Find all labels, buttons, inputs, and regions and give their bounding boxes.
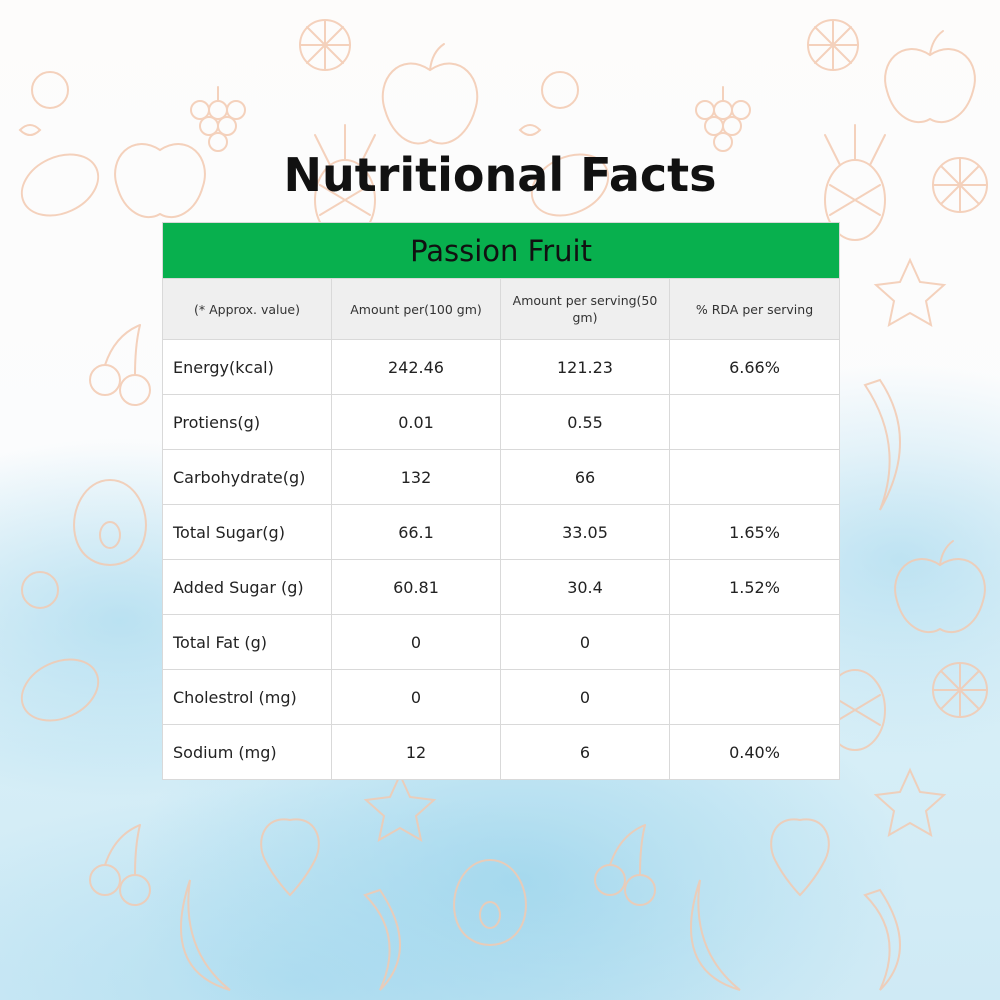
watermelon-doodle-icon: [180, 879, 231, 991]
nutrient-name-cell: Total Sugar(g): [163, 504, 332, 559]
apple-doodle-icon: [114, 143, 206, 219]
watermelon-doodle-icon: [690, 879, 741, 991]
apple-doodle-icon: [894, 540, 986, 634]
amount-per-100-cell: 132: [332, 449, 501, 504]
column-header: (* Approx. value): [163, 278, 332, 339]
amount-per-serving-cell: 0: [501, 669, 670, 724]
apple-doodle-icon: [381, 43, 479, 145]
nutrient-name-cell: Sodium (mg): [163, 724, 332, 779]
amount-per-100-cell: 12: [332, 724, 501, 779]
pineapple-doodle-icon: [824, 124, 886, 241]
orange-slice-doodle-icon: [299, 19, 351, 71]
page-title: Nutritional Facts: [283, 148, 717, 202]
rda-cell: 1.52%: [670, 559, 839, 614]
orange-slice-doodle-icon: [932, 157, 988, 213]
amount-per-100-cell: 60.81: [332, 559, 501, 614]
rda-cell: [670, 669, 839, 724]
amount-per-serving-cell: 30.4: [501, 559, 670, 614]
rda-cell: [670, 614, 839, 669]
amount-per-100-cell: 242.46: [332, 339, 501, 394]
berry-doodle-icon: [21, 71, 579, 609]
amount-per-100-cell: 0: [332, 669, 501, 724]
banana-doodle-icon: [863, 888, 901, 991]
banana-doodle-icon: [363, 888, 401, 991]
amount-per-serving-cell: 0: [501, 614, 670, 669]
column-header: Amount per serving(50 gm): [501, 278, 670, 339]
nutrition-grid: (* Approx. value) Amount per(100 gm) Amo…: [163, 278, 839, 779]
cherries-doodle-icon: [89, 324, 151, 406]
amount-per-serving-cell: 66: [501, 449, 670, 504]
apple-doodle-icon: [884, 30, 976, 124]
strawberry-doodle-icon: [770, 818, 830, 897]
cherries-doodle-icon: [89, 824, 151, 906]
amount-per-serving-cell: 6: [501, 724, 670, 779]
rda-cell: 1.65%: [670, 504, 839, 559]
cherries-doodle-icon: [594, 824, 656, 906]
star-fruit-doodle-icon: [873, 257, 947, 327]
nutrient-name-cell: Total Fat (g): [163, 614, 332, 669]
lemon-doodle-icon: [530, 153, 610, 217]
nutrient-name-cell: Added Sugar (g): [163, 559, 332, 614]
orange-slice-doodle-icon: [807, 19, 859, 71]
amount-per-serving-cell: 33.05: [501, 504, 670, 559]
product-name-header: Passion Fruit: [163, 223, 839, 278]
lemon-doodle-icon: [20, 658, 100, 722]
nutrition-table: Passion Fruit (* Approx. value) Amount p…: [162, 222, 840, 780]
nutrient-name-cell: Carbohydrate(g): [163, 449, 332, 504]
banana-doodle-icon: [863, 378, 901, 511]
rda-cell: [670, 449, 839, 504]
nutrient-name-cell: Energy(kcal): [163, 339, 332, 394]
amount-per-100-cell: 0.01: [332, 394, 501, 449]
amount-per-100-cell: 0: [332, 614, 501, 669]
nutrient-name-cell: Protiens(g): [163, 394, 332, 449]
lemon-doodle-icon: [20, 153, 100, 217]
nutrient-name-cell: Cholestrol (mg): [163, 669, 332, 724]
rda-cell: 0.40%: [670, 724, 839, 779]
rda-cell: [670, 394, 839, 449]
rda-cell: 6.66%: [670, 339, 839, 394]
grapes-doodle-icon: [190, 86, 246, 152]
amount-per-serving-cell: 0.55: [501, 394, 670, 449]
column-header: Amount per(100 gm): [332, 278, 501, 339]
star-fruit-doodle-icon: [873, 767, 947, 837]
amount-per-100-cell: 66.1: [332, 504, 501, 559]
column-header: % RDA per serving: [670, 278, 839, 339]
avocado-doodle-icon: [453, 858, 527, 947]
strawberry-doodle-icon: [260, 818, 320, 897]
grapes-doodle-icon: [695, 86, 751, 152]
star-fruit-doodle-icon: [363, 772, 437, 842]
orange-slice-doodle-icon: [932, 662, 988, 718]
avocado-doodle-icon: [73, 478, 147, 567]
amount-per-serving-cell: 121.23: [501, 339, 670, 394]
